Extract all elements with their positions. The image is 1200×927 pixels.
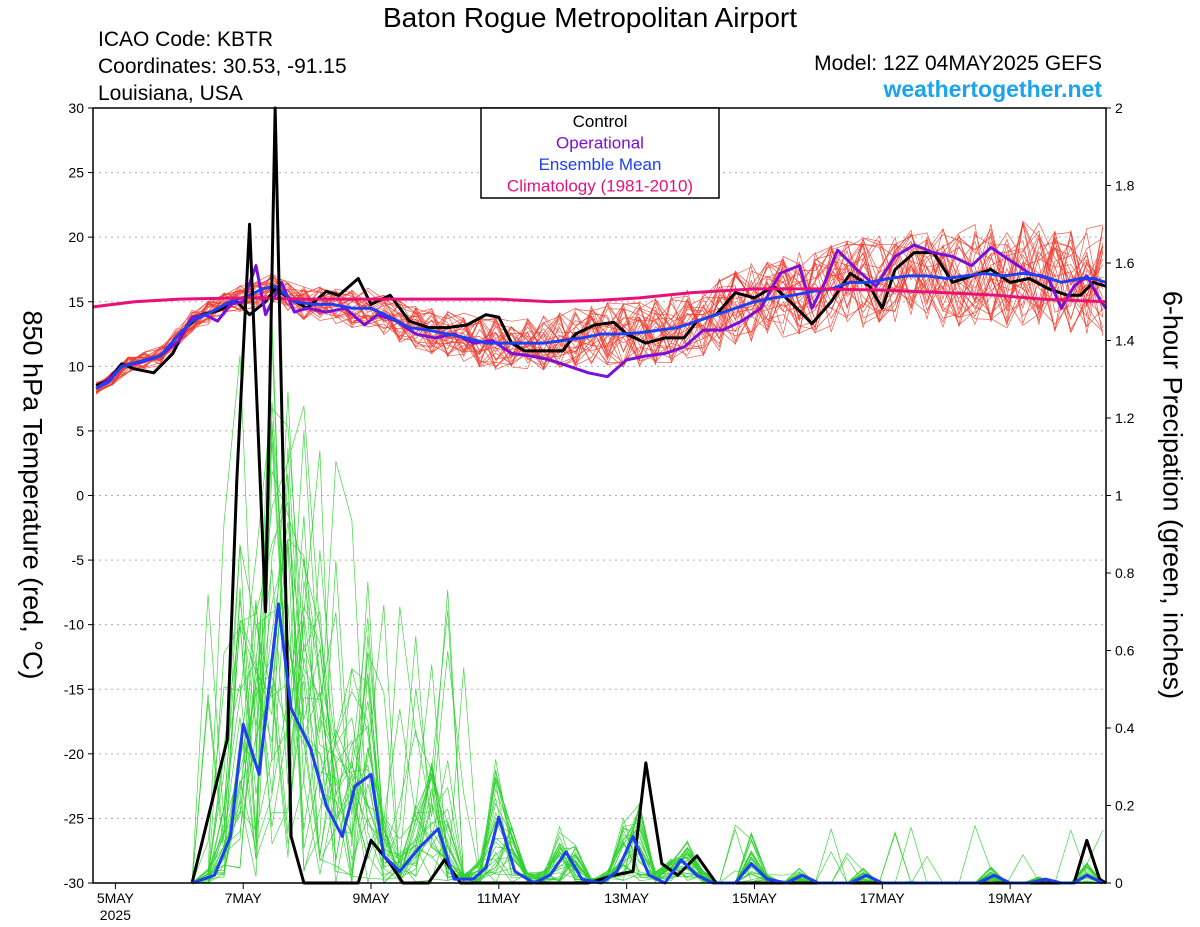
temp-operational-line (95, 243, 1108, 390)
y-tick-label-right: 1.8 (1115, 178, 1135, 194)
model-run: Model: 12Z 04MAY2025 GEFS (814, 52, 1102, 75)
temp-member-line (95, 227, 1104, 394)
y-tick-label-left: -15 (64, 681, 84, 697)
legend-entry: Operational (556, 134, 644, 153)
temp-member-line (95, 240, 1104, 391)
y-tick-label-right: 0.8 (1115, 565, 1135, 581)
y-tick-label-right: 0.4 (1115, 720, 1135, 736)
x-tick-sublabel: 2025 (100, 907, 131, 923)
y-tick-label-right: 1.2 (1115, 410, 1135, 426)
temp-member-line (96, 224, 1103, 386)
y-tick-label-left: 30 (68, 100, 84, 116)
page-title: Baton Rogue Metropolitan Airport (382, 2, 798, 33)
precip-member-line (96, 421, 1103, 884)
x-tick-label: 5MAY (97, 890, 135, 906)
precip-ensemble-members (96, 315, 1104, 884)
y-tick-label-right: 0.2 (1115, 798, 1135, 814)
y-tick-label-left: -30 (64, 875, 84, 891)
precip-member-line (96, 315, 1104, 884)
y-tick-label-left: 5 (76, 423, 84, 439)
y-tick-label-left: 15 (68, 294, 84, 310)
region: Louisiana, USA (98, 82, 243, 105)
axes: 302520151050-5-10-15-20-25-3021.81.61.41… (64, 100, 1135, 923)
website-link[interactable]: weathertogether.net (883, 76, 1102, 102)
y-tick-label-right: 1 (1115, 488, 1123, 504)
y-tick-label-left: -5 (72, 552, 85, 568)
y-tick-label-right: 1.6 (1115, 255, 1135, 271)
x-tick-label: 15MAY (732, 890, 778, 906)
precip-member-line (96, 447, 1104, 884)
temp-member-line (95, 222, 1104, 389)
y-tick-label-left: 25 (68, 165, 84, 181)
precip-member-line (96, 355, 1103, 884)
icao-code: ICAO Code: KBTR (98, 28, 274, 51)
y-tick-label-left: 20 (68, 229, 84, 245)
y-tick-label-left: -20 (64, 746, 84, 762)
y-tick-label-left: -25 (64, 810, 84, 826)
precip-member-line (96, 337, 1103, 884)
y-tick-label-right: 2 (1115, 100, 1123, 116)
legend-entry: Control (573, 112, 628, 131)
legend-entry: Climatology (1981-2010) (507, 177, 693, 196)
temp-member-line (96, 230, 1104, 386)
y-tick-label-right: 0 (1115, 875, 1123, 891)
legend-box (480, 107, 720, 199)
x-tick-label: 19MAY (988, 890, 1034, 906)
temp-climatology-line (92, 287, 1107, 309)
y-tick-label-right: 0.6 (1115, 643, 1135, 659)
y-tick-label-left: 10 (68, 358, 84, 374)
x-tick-label: 13MAY (604, 890, 650, 906)
x-tick-label: 11MAY (477, 890, 521, 906)
legend-entry: Ensemble Mean (539, 155, 662, 174)
y-tick-label-right: 1.4 (1115, 333, 1135, 349)
coordinates: Coordinates: 30.53, -91.15 (98, 55, 347, 78)
y-tick-label-left: 0 (76, 488, 84, 504)
y-tick-label-left: -10 (64, 617, 84, 633)
x-tick-label: 7MAY (225, 890, 263, 906)
precip-member-line (96, 442, 1104, 884)
x-tick-label: 9MAY (352, 890, 390, 906)
legend: Control Operational Ensemble Mean Climatolo… (480, 107, 720, 199)
x-tick-label: 17MAY (860, 890, 906, 906)
